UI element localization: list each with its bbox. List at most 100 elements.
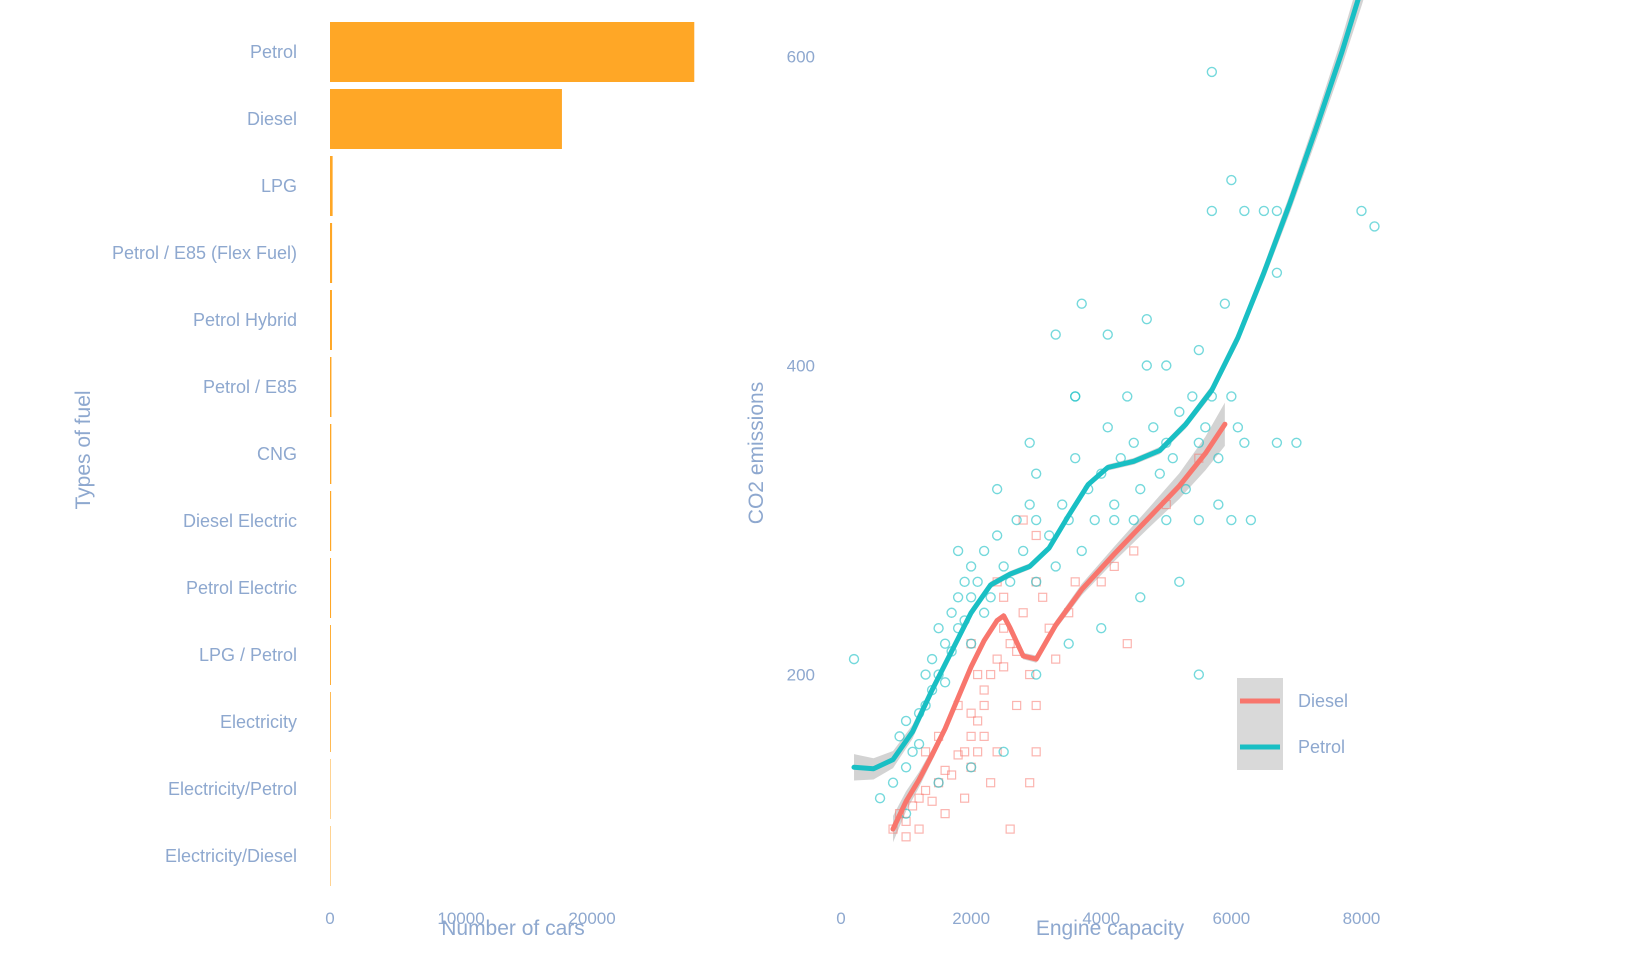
scatter-y-tick-labels: 200 400 600 [787,47,815,684]
petrol-point [887,777,899,788]
bar-0 [330,22,695,82]
bar-category-label: Electricity/Petrol [168,779,297,799]
bar-y-axis-title: Types of fuel [72,390,95,509]
diesel-point [901,816,911,826]
petrol-smooth-line [851,0,1361,772]
petrol-point [1122,391,1133,402]
diesel-point [966,708,976,718]
petrol-point [1187,391,1198,402]
diesel-point [979,731,989,741]
scatter-x-tick-label: 0 [836,909,845,928]
diesel-point [1025,669,1035,680]
petrol-point [1030,669,1042,680]
petrol-point [952,545,964,557]
petrol-point [1226,174,1237,186]
petrol-point [1057,499,1068,510]
petrol-point [1030,576,1042,588]
bar-category-label: Electricity [220,712,297,732]
bar-category-label: LPG [261,176,297,196]
petrol-point [1291,437,1302,448]
diesel-point [986,778,996,788]
petrol-point [1161,360,1172,371]
diesel-point [1005,824,1015,834]
bar-7 [330,491,332,551]
diesel-point [979,700,989,711]
diesel-point [1109,561,1119,571]
bar-9 [330,625,331,685]
petrol-point [920,669,931,680]
diesel-point [979,685,989,695]
diesel-point [986,669,996,680]
petrol-point [1167,453,1179,464]
petrol-point [933,777,944,788]
petrol-point [1239,205,1250,217]
petrol-point [991,530,1003,541]
petrol-point [1174,406,1185,418]
petrol-point [1096,623,1107,634]
petrol-point [1050,329,1061,340]
petrol-point [978,545,990,557]
petrol-point [1135,592,1146,603]
petrol-point [1193,514,1205,526]
petrol-point [1239,437,1250,448]
petrol-point [1070,391,1081,402]
petrol-point [1219,298,1231,309]
bar-6 [330,424,332,484]
petrol-point [1206,66,1218,78]
diesel-point [914,793,924,803]
diesel-point [992,747,1002,757]
bar-category-label: Petrol Electric [186,578,297,598]
petrol-point [1076,545,1087,557]
bar-x-tick-labels: 0 10000 20000 [325,909,615,928]
diesel-point [940,765,950,775]
petrol-point [926,653,938,665]
petrol-point [1232,422,1244,433]
diesel-point [992,654,1002,664]
petrol-point [1063,638,1074,649]
petrol-point [907,746,918,758]
diesel-point [1038,592,1048,602]
petrol-point [1089,514,1100,526]
scatter-y-tick-label: 600 [787,47,815,66]
petrol-point [1193,437,1205,448]
petrol-point [1017,545,1029,557]
petrol-point [972,576,983,588]
bar-x-tick-label: 20000 [568,909,615,928]
bar-category-label: Diesel [247,109,297,129]
petrol-point [1141,313,1152,325]
petrol-point [939,677,951,688]
petrol-point [1102,422,1113,433]
petrol-point [1109,499,1120,510]
bar-x-tick-label: 0 [325,909,334,928]
petrol-point [959,576,970,588]
diesel-point [940,809,950,819]
bar-10 [330,692,331,752]
petrol-point [1109,514,1120,526]
diesel-point [947,770,957,780]
diesel-point [966,731,976,741]
scatter-y-tick-label: 200 [787,666,815,685]
petrol-point [1148,422,1159,433]
petrol-point [1128,514,1139,526]
legend-label-diesel: Diesel [1298,691,1348,711]
diesel-point [1122,639,1132,649]
petrol-point [933,623,944,634]
petrol-point [1226,391,1237,402]
petrol-point [1226,514,1237,526]
petrol-point [913,738,925,750]
petrol-point [991,483,1003,495]
petrol-point [1193,344,1205,356]
petrol-point [1200,422,1211,433]
petrol-point [1141,360,1152,371]
petrol-point [900,762,912,773]
petrol-point [1193,669,1205,680]
scatter-x-tick-label: 6000 [1212,909,1250,928]
petrol-point [1356,205,1367,217]
diesel-point [1031,747,1041,757]
petrol-point [1213,453,1224,464]
bar-5 [330,357,332,417]
bar-category-label: Petrol / E85 (Flex Fuel) [112,243,297,263]
petrol-point [1004,576,1016,588]
diesel-point [1070,577,1080,587]
petrol-point [998,746,1009,758]
